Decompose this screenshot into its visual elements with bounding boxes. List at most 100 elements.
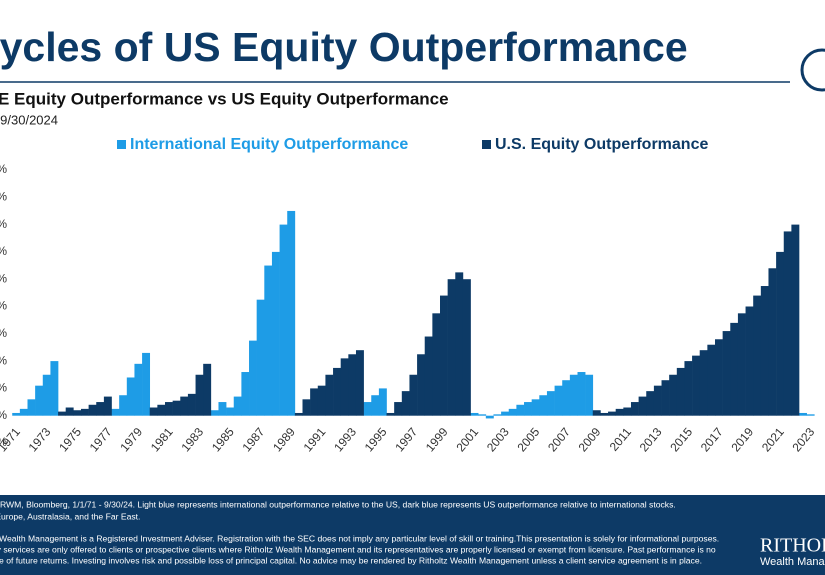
x-tick-label: 2011 xyxy=(607,425,635,454)
y-tick-label: 60% xyxy=(0,326,7,340)
bar xyxy=(111,408,120,416)
bar xyxy=(447,279,456,416)
y-tick-label: 180% xyxy=(0,162,7,176)
x-tick-label: 2023 xyxy=(790,425,818,455)
bar xyxy=(432,313,441,416)
bar xyxy=(508,408,517,416)
x-tick-label: 2017 xyxy=(698,425,726,455)
bar xyxy=(348,354,357,416)
bar xyxy=(233,396,242,416)
bar xyxy=(103,396,112,416)
bar xyxy=(638,396,647,416)
bar xyxy=(256,299,265,416)
x-tick-label: 1971 xyxy=(0,425,23,455)
bar xyxy=(340,358,349,416)
x-tick-label: 1985 xyxy=(209,425,237,455)
bar xyxy=(676,367,685,416)
bar xyxy=(646,391,655,416)
bar xyxy=(455,272,464,416)
bar xyxy=(226,407,235,416)
bar xyxy=(378,388,387,416)
x-tick-label: 1975 xyxy=(56,425,84,455)
bar xyxy=(806,414,815,416)
bar xyxy=(157,404,166,416)
bar xyxy=(119,395,128,416)
bar xyxy=(394,402,403,416)
bar xyxy=(745,306,754,416)
bar xyxy=(608,411,616,416)
y-tick-label: 140% xyxy=(0,217,7,231)
brand: RITHOLTZ xyxy=(760,535,825,557)
bar xyxy=(531,399,540,416)
x-tick-label: 1973 xyxy=(26,425,54,455)
bar xyxy=(302,399,311,416)
footnote: Advisory services are only offered to cl… xyxy=(0,544,716,554)
bar xyxy=(615,408,624,416)
bar xyxy=(165,402,173,416)
bar xyxy=(187,393,196,416)
bar xyxy=(142,352,151,416)
bar xyxy=(317,385,326,416)
y-tick-label: 120% xyxy=(0,244,7,258)
x-tick-label: 1987 xyxy=(240,425,268,455)
bar xyxy=(623,407,632,416)
bar xyxy=(799,412,807,416)
x-tick-label: 1989 xyxy=(270,425,298,455)
bar xyxy=(661,380,670,416)
bar xyxy=(279,224,288,416)
footnote: EAFE: Europe, Australasia, and the Far E… xyxy=(0,511,140,521)
x-tick-label: 2005 xyxy=(515,425,543,455)
bar xyxy=(249,340,257,416)
legend-swatch xyxy=(117,140,126,149)
bar xyxy=(768,268,777,416)
bar xyxy=(707,344,716,416)
bar xyxy=(783,231,792,416)
bar xyxy=(539,395,548,416)
bar xyxy=(271,251,280,416)
y-tick-label: 0% xyxy=(0,408,7,422)
brand-sub: Wealth Management xyxy=(760,556,825,568)
bar xyxy=(172,400,181,416)
bar xyxy=(791,224,800,416)
bar xyxy=(524,402,532,416)
bar xyxy=(134,363,143,416)
bar xyxy=(653,385,662,416)
bar xyxy=(287,210,296,416)
legend-swatch xyxy=(482,140,491,149)
bar xyxy=(753,295,762,416)
bar xyxy=(776,251,785,416)
bar xyxy=(12,412,21,416)
x-tick-label: 1983 xyxy=(178,425,206,455)
bar xyxy=(363,402,372,416)
bar xyxy=(485,415,494,419)
y-tick-label: 100% xyxy=(0,271,7,285)
bar xyxy=(669,374,678,416)
x-tick-label: 1977 xyxy=(87,425,115,455)
bar xyxy=(401,391,410,416)
bar xyxy=(409,374,418,416)
bar xyxy=(569,374,578,416)
bar xyxy=(585,374,594,416)
bar xyxy=(58,411,66,416)
bar xyxy=(630,402,639,416)
legend-label: U.S. Equity Outperformance xyxy=(495,136,708,153)
chart-title: Cycles of US Equity Outperformance xyxy=(0,24,688,70)
bar xyxy=(554,385,563,416)
bar xyxy=(462,279,471,416)
bar xyxy=(371,395,380,416)
bar xyxy=(470,412,479,416)
bar xyxy=(310,388,319,416)
x-tick-label: 2013 xyxy=(637,425,665,455)
y-tick-label: 80% xyxy=(0,299,7,313)
x-tick-label: 2009 xyxy=(576,425,604,455)
bar xyxy=(478,414,487,416)
y-tick-label: -20% xyxy=(0,435,7,449)
y-tick-label: 40% xyxy=(0,353,7,367)
x-tick-label: 1991 xyxy=(301,425,329,455)
x-tick-label: 1993 xyxy=(331,425,359,455)
bar xyxy=(684,361,693,416)
bar xyxy=(42,374,51,416)
bar xyxy=(73,410,82,416)
bar xyxy=(592,410,601,416)
